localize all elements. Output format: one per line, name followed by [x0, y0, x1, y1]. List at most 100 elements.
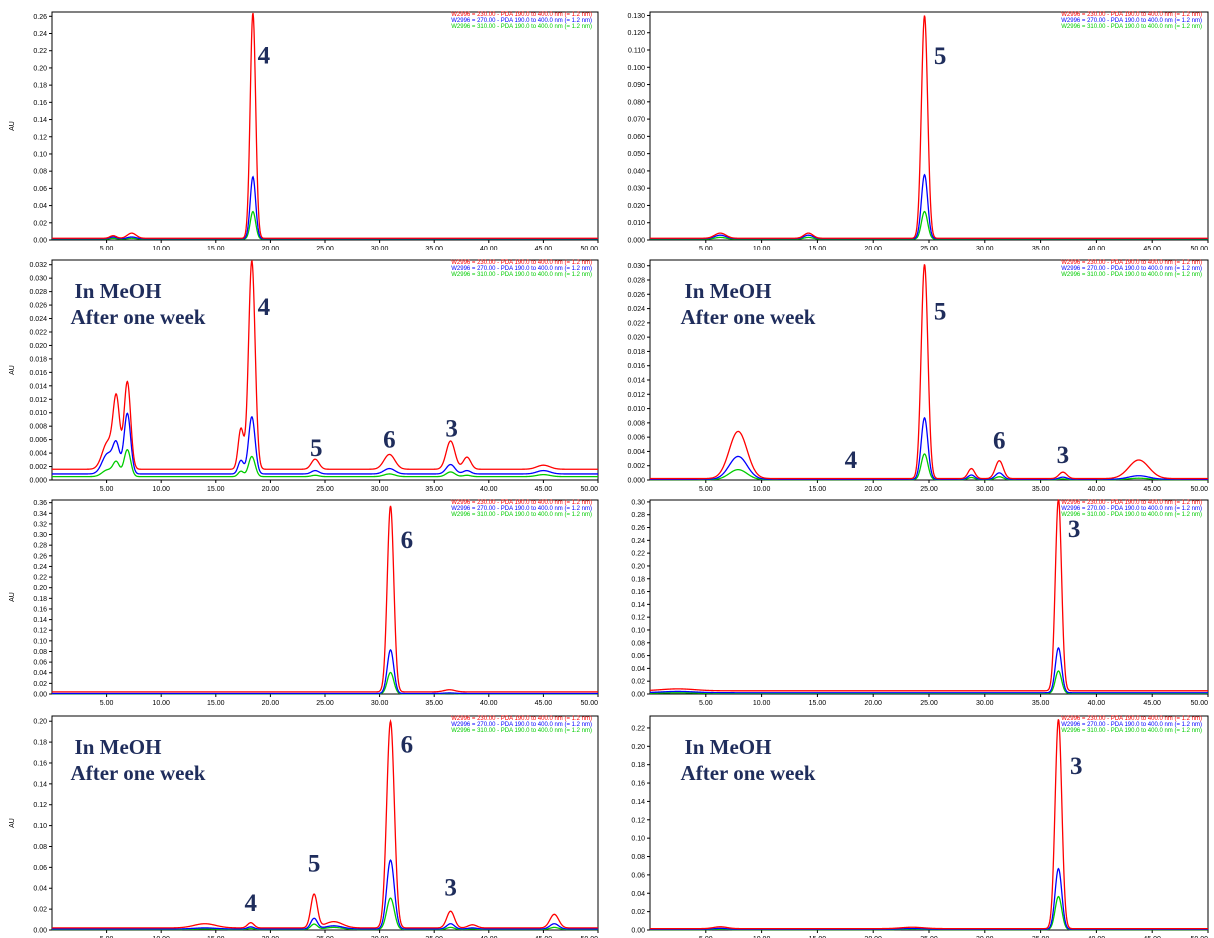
y-tick-label: 0.08: [33, 169, 47, 176]
x-tick-label: 25.00: [316, 700, 334, 707]
y-tick-label: 0.16: [33, 760, 47, 767]
legend-entry: W2996 = 310.00 - PDA 190.0 to 400.0 nm (…: [1061, 24, 1202, 30]
y-tick-label: 0.10: [33, 638, 47, 645]
x-tick-label: 25.00: [920, 246, 938, 250]
y-tick-label: 0.002: [627, 463, 645, 470]
y-tick-label: 0.030: [627, 263, 645, 270]
x-tick-label: 5.00: [100, 486, 114, 492]
y-tick-label: 0.32: [33, 521, 47, 528]
x-tick-label: 15.00: [207, 246, 225, 250]
x-tick-label: 45.00: [535, 700, 553, 707]
y-tick-label: 0.020: [627, 203, 645, 210]
legend-entry: W2996 = 310.00 - PDA 190.0 to 400.0 nm (…: [1061, 512, 1202, 518]
chromatogram-panel-3: 0.000 0.002 0.004 0.006 0.008 0.010 0.012 0.014…: [0, 252, 604, 492]
x-tick-label: 20.00: [864, 486, 882, 492]
y-tick-label: 0.000: [627, 478, 645, 485]
x-tick-label: 10.00: [753, 246, 771, 250]
x-tick-label: 40.00: [1088, 486, 1106, 492]
chart-svg: 0.000 0.010 0.020 0.030 0.040 0.050 0.060 0.070…: [627, 11, 1209, 250]
y-tick-label: 0.22: [631, 551, 645, 558]
y-tick-label: 0.14: [631, 602, 645, 609]
legend-entry: W2996 = 310.00 - PDA 190.0 to 400.0 nm (…: [451, 24, 592, 30]
legend-entry: W2996 = 270.00 - PDA 190.0 to 400.0 nm (…: [451, 506, 592, 512]
chromatogram-panel-7: 0.00 0.02 0.04 0.06 0.08 0.10 0.12 0.14 0.16 0.18…: [0, 710, 604, 938]
y-tick-label: 0.16: [631, 781, 645, 788]
y-tick-label: 0.30: [33, 532, 47, 539]
legend-entry: W2996 = 310.00 - PDA 190.0 to 400.0 nm (…: [451, 272, 592, 278]
y-tick-label: 0.04: [33, 670, 47, 677]
y-tick-label: 0.004: [29, 451, 47, 458]
x-tick-label: 35.00: [425, 700, 443, 707]
y-tick-label: 0.00: [33, 692, 47, 699]
series-trace: [52, 671, 598, 695]
y-tick-label: 0.14: [33, 117, 47, 124]
x-tick-label: 30.00: [371, 936, 389, 938]
y-tick-label: 0.16: [33, 606, 47, 613]
x-tick-label: 10.00: [753, 936, 771, 938]
condition-note: In MeOH: [685, 279, 772, 303]
peak-label: 4: [258, 43, 271, 70]
x-tick-label: 20.00: [864, 700, 882, 707]
x-tick-label: 5.00: [699, 246, 713, 250]
chart-svg: 0.00 0.02 0.04 0.06 0.08 0.10 0.12 0.14 0.16 0.18…: [9, 11, 599, 250]
y-axis-label: AU: [9, 365, 16, 375]
x-tick-label: 40.00: [480, 246, 498, 250]
y-tick-label: 0.020: [627, 335, 645, 342]
legend-entry: W2996 = 310.00 - PDA 190.0 to 400.0 nm (…: [451, 512, 592, 518]
x-tick-label: 5.00: [100, 936, 114, 938]
y-tick-label: 0.04: [631, 891, 645, 898]
x-tick-label: 50.00: [580, 486, 598, 492]
x-tick-label: 10.00: [152, 246, 170, 250]
series-trace: [52, 12, 598, 239]
x-tick-label: 20.00: [864, 936, 882, 938]
legend-entry: W2996 = 230.00 - PDA 190.0 to 400.0 nm (…: [451, 716, 592, 722]
chromatogram-panel-1: 0.00 0.02 0.04 0.06 0.08 0.10 0.12 0.14 0.16 0.18…: [0, 0, 604, 250]
x-tick-label: 45.00: [535, 246, 553, 250]
plot-frame: [649, 499, 1209, 695]
x-tick-label: 5.00: [100, 246, 114, 250]
peak-label: 5: [310, 435, 323, 462]
y-tick-label: 0.00: [33, 238, 47, 245]
x-tick-label: 20.00: [262, 936, 280, 938]
x-tick-label: 50.00: [1190, 246, 1208, 250]
y-tick-label: 0.06: [33, 865, 47, 872]
series-trace: [649, 646, 1208, 694]
y-tick-label: 0.26: [33, 553, 47, 560]
y-tick-label: 0.020: [29, 343, 47, 350]
x-tick-label: 50.00: [1190, 486, 1208, 492]
chromatogram-panel-4: 0.000 0.002 0.004 0.006 0.008 0.010 0.012 0.014…: [610, 252, 1214, 492]
y-tick-label: 0.12: [631, 817, 645, 824]
y-tick-label: 0.018: [627, 349, 645, 356]
y-tick-label: 0.04: [33, 203, 47, 210]
chromatogram-panel-6: 0.00 0.02 0.04 0.06 0.08 0.10 0.12 0.14 0.16 0.18…: [610, 494, 1214, 708]
legend-entry: W2996 = 270.00 - PDA 190.0 to 400.0 nm (…: [451, 266, 592, 272]
legend-entry: W2996 = 230.00 - PDA 190.0 to 400.0 nm (…: [451, 260, 592, 266]
y-tick-label: 0.012: [627, 392, 645, 399]
x-tick-label: 10.00: [753, 700, 771, 707]
y-tick-label: 0.026: [627, 292, 645, 299]
condition-note: After one week: [681, 305, 816, 329]
x-tick-label: 40.00: [1088, 246, 1106, 250]
y-tick-label: 0.30: [631, 499, 645, 506]
y-tick-label: 0.18: [33, 596, 47, 603]
y-tick-label: 0.12: [33, 628, 47, 635]
y-tick-label: 0.20: [631, 744, 645, 751]
y-tick-label: 0.08: [631, 854, 645, 861]
y-tick-label: 0.014: [627, 378, 645, 385]
y-tick-label: 0.032: [29, 262, 47, 269]
x-tick-label: 30.00: [976, 246, 994, 250]
y-tick-label: 0.02: [631, 679, 645, 686]
plot-frame: [649, 11, 1209, 241]
y-tick-label: 0.006: [29, 437, 47, 444]
x-tick-label: 35.00: [425, 246, 443, 250]
chromatogram-panel-8: 0.00 0.02 0.04 0.06 0.08 0.10 0.12 0.14 0.16 0.18…: [610, 710, 1214, 938]
y-tick-label: 0.16: [631, 589, 645, 596]
series-trace: [650, 15, 1208, 239]
y-tick-label: 0.12: [631, 615, 645, 622]
y-tick-label: 0.080: [627, 99, 645, 106]
y-tick-label: 0.090: [627, 82, 645, 89]
legend-entry: W2996 = 230.00 - PDA 190.0 to 400.0 nm (…: [451, 500, 592, 506]
peak-label: 4: [244, 890, 257, 917]
chromatogram-panel-5: 0.00 0.02 0.04 0.06 0.08 0.10 0.12 0.14 0.16 0.18…: [0, 494, 604, 708]
y-tick-label: 0.24: [631, 538, 645, 545]
